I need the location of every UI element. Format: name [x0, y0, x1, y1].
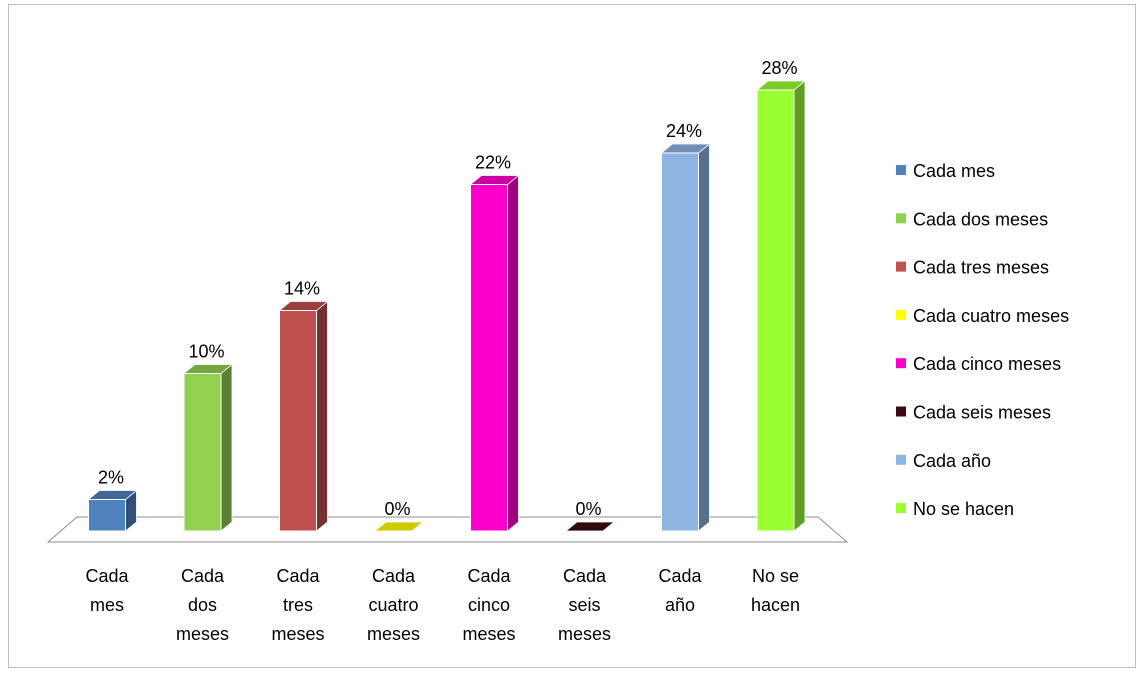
category-label-3: Cada cuatro meses	[367, 566, 420, 644]
category-label-2: Cada tres meses	[271, 566, 324, 644]
legend-swatch-0	[896, 165, 906, 175]
bar-side-6	[698, 143, 710, 532]
category-label-line: cinco	[468, 595, 510, 615]
bar-6	[661, 152, 699, 532]
data-label-2: 14%	[284, 279, 320, 299]
legend-label-2: Cada tres meses	[913, 258, 1049, 278]
legend-label-3: Cada cuatro meses	[913, 306, 1069, 326]
category-label-line: Cada	[563, 566, 607, 586]
category-label-line: Cada	[276, 566, 320, 586]
category-label-line: Cada	[372, 566, 416, 586]
bar-7	[756, 89, 795, 532]
bar-2	[279, 310, 317, 532]
category-label-line: cuatro	[368, 595, 418, 615]
data-label-1: 10%	[188, 342, 224, 362]
category-label-6: Cada año	[658, 566, 702, 615]
legend-swatch-7	[896, 503, 906, 514]
category-label-line: meses	[176, 624, 229, 644]
legend-swatch-5	[896, 406, 906, 417]
bar-top-5	[564, 521, 616, 532]
legend-swatch-3	[896, 309, 906, 320]
category-label-7: No se hacen	[751, 566, 800, 615]
bar-0	[88, 499, 126, 532]
category-label-line: meses	[558, 624, 611, 644]
category-label-line: hacen	[751, 595, 800, 615]
category-label-4: Cada cinco meses	[462, 566, 515, 644]
bar-top-3	[373, 521, 425, 532]
category-label-0: Cada mes	[85, 566, 129, 615]
category-label-line: No se	[752, 566, 799, 586]
category-label-line: seis	[568, 595, 600, 615]
data-label-0: 2%	[98, 468, 124, 488]
bar-side-1	[220, 363, 233, 532]
legend-label-4: Cada cinco meses	[913, 354, 1061, 374]
legend-label-5: Cada seis meses	[913, 403, 1051, 423]
category-label-line: mes	[90, 595, 124, 615]
legend-label-7: No se hacen	[913, 499, 1014, 519]
bar-4	[470, 184, 508, 532]
data-label-7: 28%	[761, 58, 797, 78]
legend-label-0: Cada mes	[913, 161, 995, 181]
bar-1	[183, 373, 222, 532]
bar-side-7	[793, 80, 806, 532]
data-label-6: 24%	[666, 121, 702, 141]
category-label-1: Cada dos meses	[176, 566, 229, 644]
legend-label-6: Cada año	[913, 451, 991, 471]
data-label-3: 0%	[384, 499, 410, 519]
category-label-line: Cada	[181, 566, 225, 586]
bar-side-4	[507, 174, 519, 532]
category-label-line: tres	[283, 595, 313, 615]
category-label-5: Cada seis meses	[558, 566, 611, 644]
category-label-line: Cada	[658, 566, 702, 586]
legend-swatch-6	[896, 454, 906, 465]
category-label-line: meses	[271, 624, 324, 644]
category-label-line: meses	[367, 624, 420, 644]
legend-label-1: Cada dos meses	[913, 209, 1048, 229]
legend-swatch-1	[896, 213, 906, 224]
category-label-line: meses	[462, 624, 515, 644]
category-label-line: Cada	[467, 566, 511, 586]
chart-frame	[8, 4, 1136, 668]
category-label-line: dos	[188, 595, 217, 615]
category-label-line: año	[665, 595, 695, 615]
legend-swatch-4	[896, 358, 906, 369]
data-label-4: 22%	[475, 153, 511, 173]
category-label-line: Cada	[85, 566, 129, 586]
floor-plane	[46, 516, 849, 543]
legend-swatch-2	[896, 261, 906, 272]
data-label-5: 0%	[575, 499, 601, 519]
bar-side-2	[316, 300, 328, 532]
